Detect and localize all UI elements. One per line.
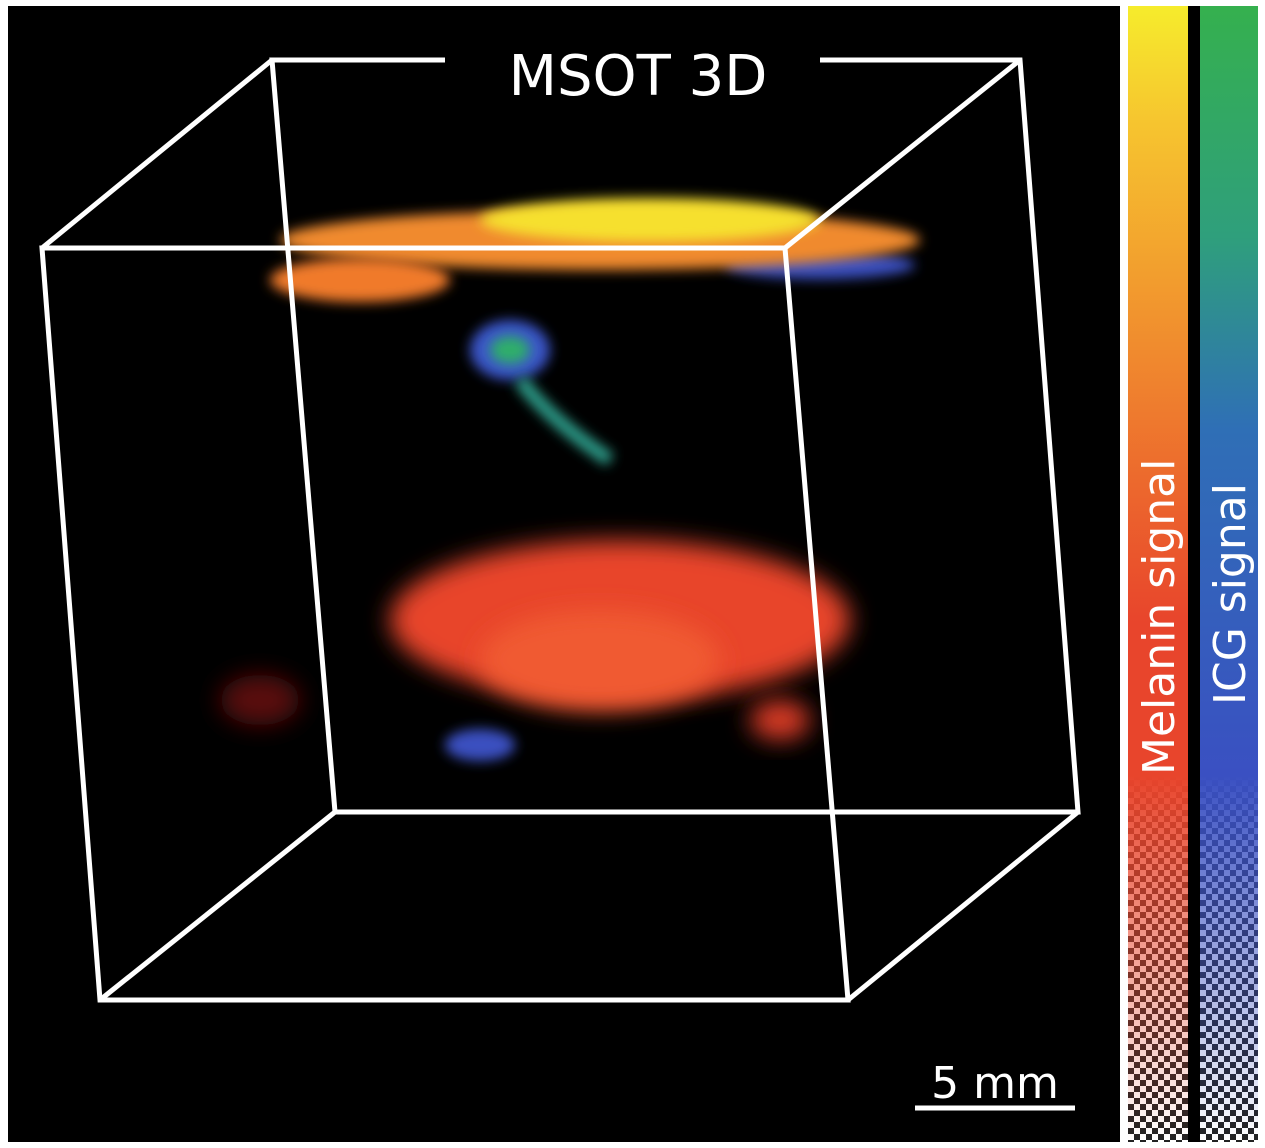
colorbar-label: ICG signal [1205, 483, 1256, 705]
image-title: MSOT 3D [509, 44, 768, 109]
melanin-colorbar: Melanin signal [1128, 6, 1188, 1142]
colorbar-label: Melanin signal [1134, 459, 1185, 775]
scale-bar-label: 5 mm [931, 1058, 1059, 1109]
icg-colorbar: ICG signal [1200, 6, 1258, 1142]
bar-separator [1188, 6, 1200, 1142]
page: {"image": {"title": "MSOT 3D", "scale_ba… [0, 0, 1265, 1148]
figure: MSOT 3D 5 mm Melanin signal ICG signal [0, 0, 1265, 1148]
